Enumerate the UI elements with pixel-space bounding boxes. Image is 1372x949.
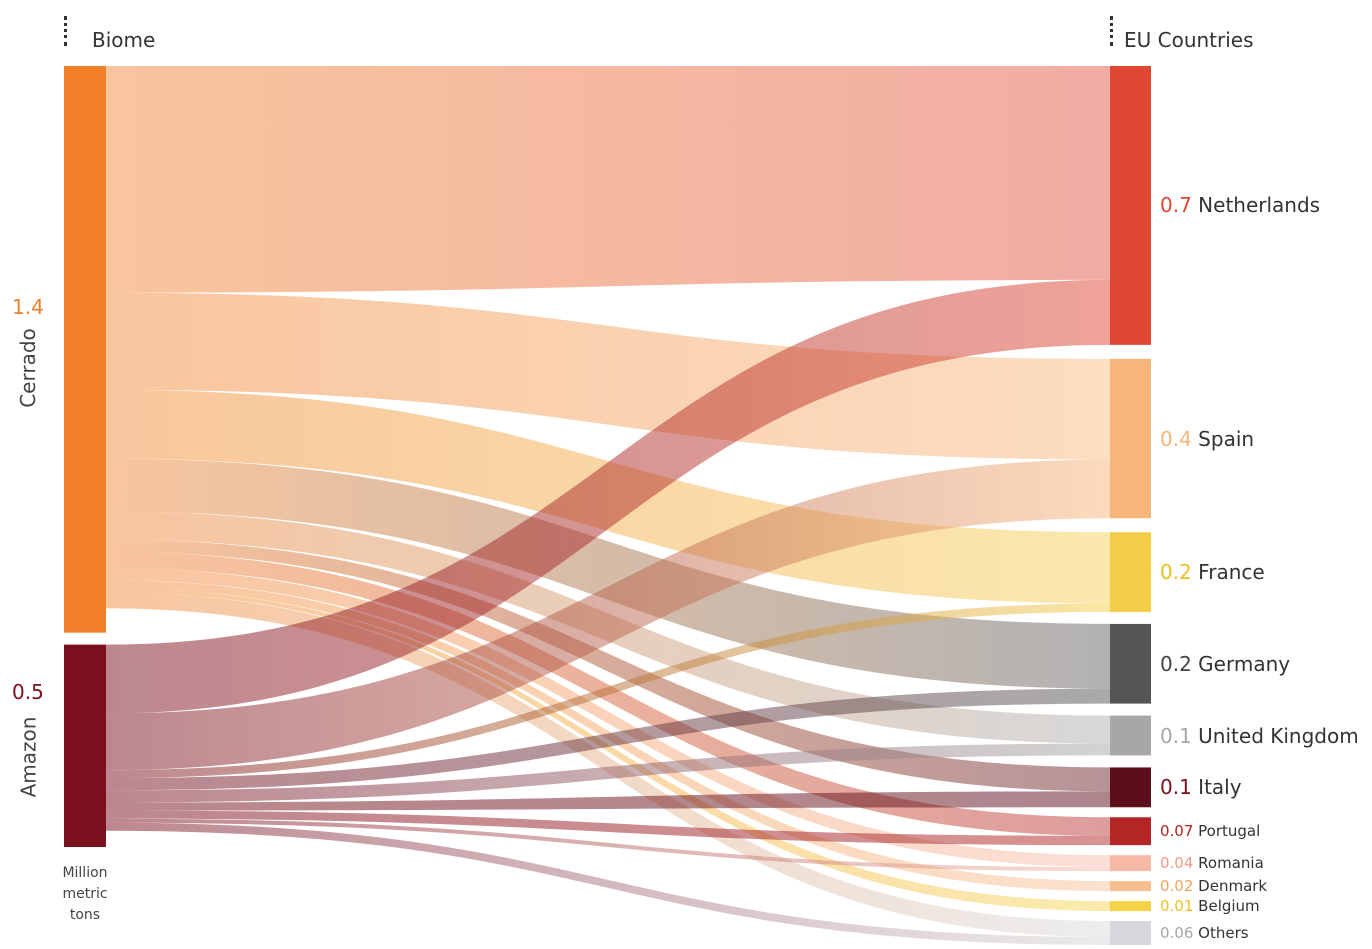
target-name-portugal: Portugal xyxy=(1198,822,1261,841)
target-name-netherlands: Netherlands xyxy=(1198,193,1321,218)
source-label-cerrado: Cerrado xyxy=(15,328,40,408)
target-name-germany: Germany xyxy=(1198,651,1291,676)
target-node-denmark xyxy=(1110,881,1151,892)
target-value-belgium: 0.01 xyxy=(1160,897,1199,916)
target-label-germany: 0.2 Germany xyxy=(1160,652,1290,676)
sankey-links xyxy=(106,66,1110,945)
link-cerrado-to-spain xyxy=(106,292,1110,460)
countries-axis-marker xyxy=(1110,16,1113,46)
source-value-cerrado: 1.4 xyxy=(12,295,44,319)
target-node-france xyxy=(1110,532,1151,612)
target-node-romania xyxy=(1110,855,1151,872)
target-node-germany xyxy=(1110,623,1151,704)
link-amazon-to-romania xyxy=(106,818,1110,872)
link-amazon-to-united-kingdom xyxy=(106,743,1110,803)
left-header: Biome xyxy=(92,28,156,52)
source-label-amazon: Amazon xyxy=(15,716,40,798)
target-label-denmark: 0.02 Denmark xyxy=(1160,877,1267,895)
target-value-france: 0.2 xyxy=(1160,560,1199,585)
target-label-belgium: 0.01 Belgium xyxy=(1160,897,1260,915)
target-label-italy: 0.1 Italy xyxy=(1160,775,1242,799)
target-value-germany: 0.2 xyxy=(1160,651,1199,676)
target-node-belgium xyxy=(1110,901,1151,912)
target-name-romania: Romania xyxy=(1198,854,1264,873)
target-name-others: Others xyxy=(1198,924,1249,943)
units-line-2: metric xyxy=(62,886,108,902)
link-amazon-to-germany xyxy=(106,688,1110,791)
source-node-cerrado xyxy=(64,66,106,633)
target-name-belgium: Belgium xyxy=(1198,897,1260,916)
target-node-portugal xyxy=(1110,817,1151,846)
target-node-united-kingdom xyxy=(1110,715,1151,756)
target-name-denmark: Denmark xyxy=(1198,877,1268,896)
target-value-others: 0.06 xyxy=(1160,924,1199,943)
target-value-italy: 0.1 xyxy=(1160,775,1199,800)
target-value-denmark: 0.02 xyxy=(1160,877,1199,896)
link-cerrado-to-germany xyxy=(106,458,1110,689)
link-amazon-to-portugal xyxy=(106,810,1110,846)
target-node-italy xyxy=(1110,767,1151,808)
right-header: EU Countries xyxy=(1124,28,1254,52)
link-amazon-to-spain xyxy=(106,459,1110,771)
units-line-1: Million xyxy=(62,865,108,881)
target-label-romania: 0.04 Romania xyxy=(1160,854,1264,872)
target-name-united-kingdom: United Kingdom xyxy=(1198,723,1359,748)
target-value-spain: 0.4 xyxy=(1160,426,1199,451)
units-line-3: tons xyxy=(69,907,101,923)
units-label: Million metric tons xyxy=(40,863,130,926)
link-cerrado-to-romania xyxy=(106,567,1110,868)
target-node-others xyxy=(1110,921,1151,945)
target-value-romania: 0.04 xyxy=(1160,854,1199,873)
target-label-others: 0.06 Others xyxy=(1160,924,1249,942)
target-label-portugal: 0.07 Portugal xyxy=(1160,822,1260,840)
link-cerrado-to-belgium xyxy=(106,588,1110,912)
source-value-amazon: 0.5 xyxy=(12,680,44,704)
link-amazon-to-netherlands xyxy=(106,279,1110,714)
target-value-portugal: 0.07 xyxy=(1160,822,1199,841)
target-label-netherlands: 0.7 Netherlands xyxy=(1160,193,1320,217)
target-name-france: France xyxy=(1198,560,1265,585)
source-node-amazon xyxy=(64,644,106,847)
target-value-united-kingdom: 0.1 xyxy=(1160,723,1199,748)
target-node-spain xyxy=(1110,358,1151,519)
target-name-spain: Spain xyxy=(1198,426,1255,451)
link-cerrado-to-netherlands xyxy=(106,66,1110,293)
link-cerrado-to-others xyxy=(106,592,1110,938)
target-label-spain: 0.4 Spain xyxy=(1160,427,1254,451)
link-cerrado-to-italy xyxy=(106,539,1110,792)
biome-axis-marker xyxy=(64,16,67,46)
link-amazon-to-france xyxy=(106,603,1110,779)
link-amazon-to-others xyxy=(106,822,1110,945)
target-node-netherlands xyxy=(1110,66,1151,345)
target-label-france: 0.2 France xyxy=(1160,560,1265,584)
sankey-nodes xyxy=(64,66,1151,945)
target-name-italy: Italy xyxy=(1198,775,1242,800)
link-amazon-to-italy xyxy=(106,791,1110,811)
target-value-netherlands: 0.7 xyxy=(1160,193,1199,218)
target-label-united-kingdom: 0.1 United Kingdom xyxy=(1160,724,1359,748)
